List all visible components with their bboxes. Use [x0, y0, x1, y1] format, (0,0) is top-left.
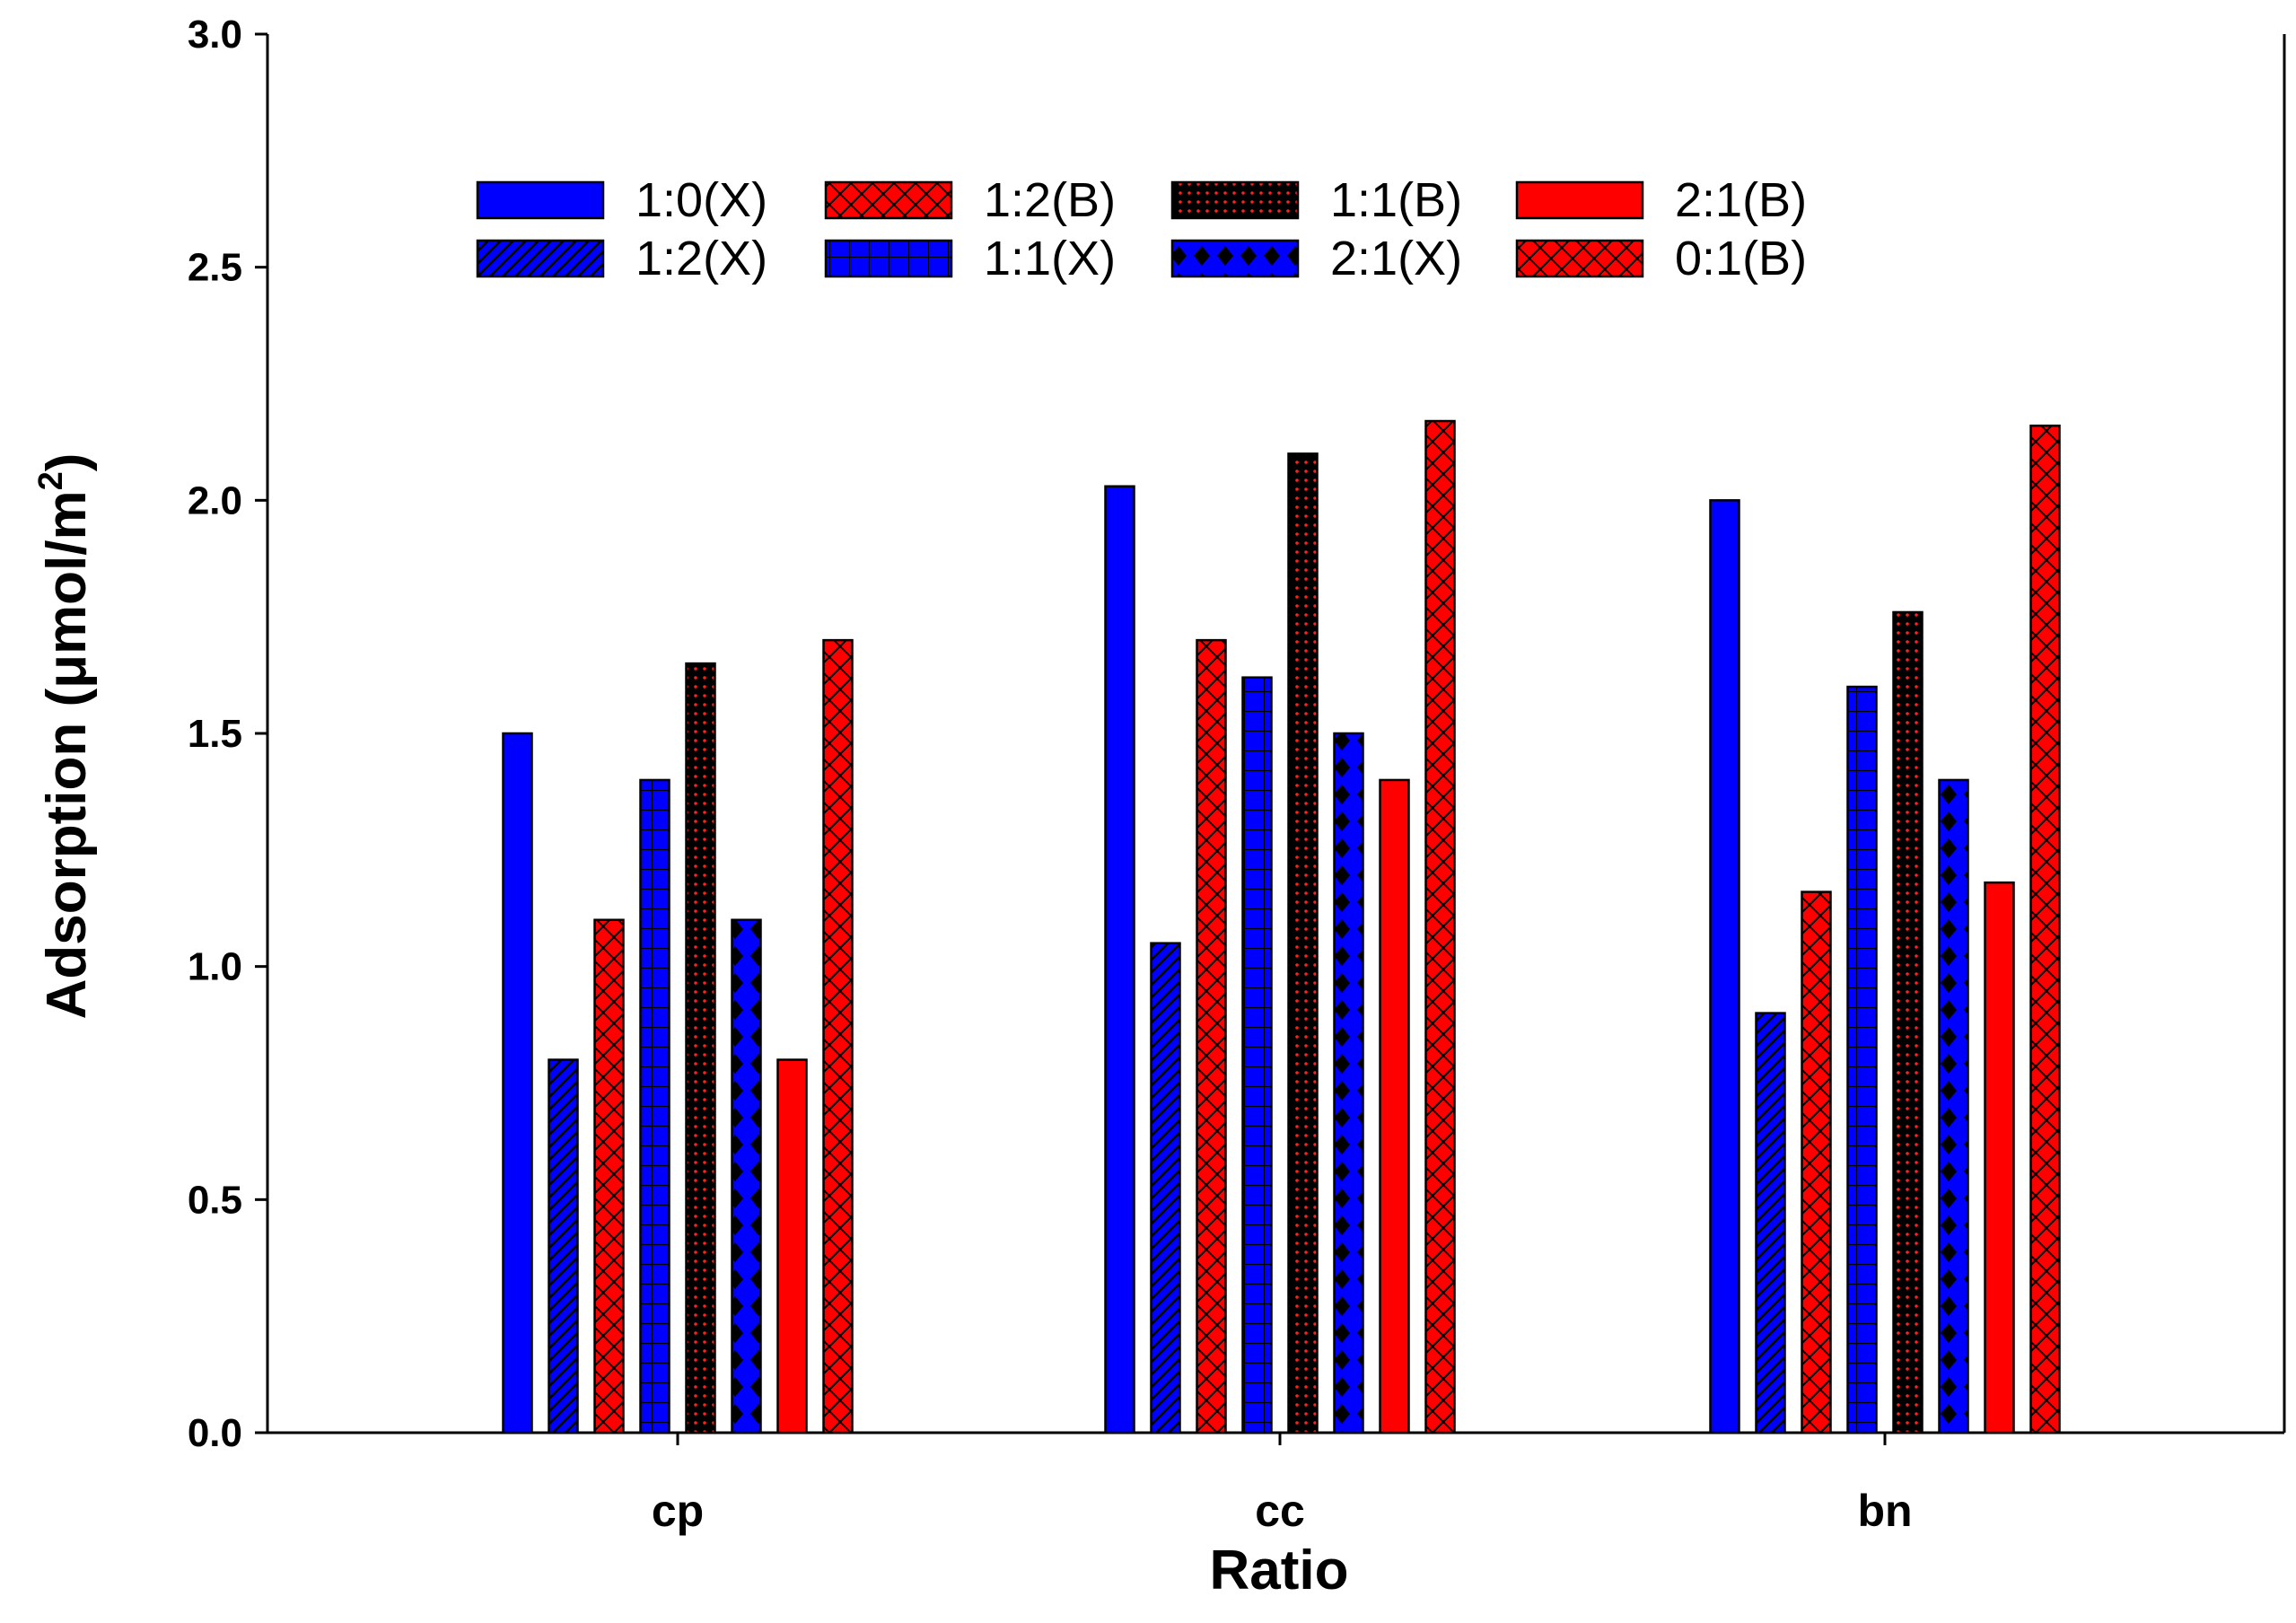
- y-axis-title-close: ): [36, 453, 98, 472]
- y-tick-label: 3.0: [188, 13, 242, 57]
- x-axis-ticks: cp cc bn: [652, 1433, 1913, 1536]
- bar-cp-1:0(X): [502, 732, 533, 1434]
- bar-cp-1:2(X): [548, 1058, 579, 1434]
- bar-bn-1:2(B): [1801, 890, 1832, 1434]
- legend-label: 1:2(B): [984, 173, 1116, 227]
- bar-bn-1:2(X): [1755, 1012, 1786, 1434]
- legend: 1:0(X) 1:2(B) 1:1(B) 2:1(B) 1:2(X) 1:1(X) 2:1(…: [476, 173, 1807, 285]
- bar-bn-1:0(X): [1709, 499, 1740, 1434]
- y-axis-ticks: 0.0 0.5 1.0 1.5 2.0 2.5 3.0: [188, 13, 267, 1455]
- bar-bn-0:1(B): [2029, 424, 2061, 1434]
- legend-swatch-1:0(X): [476, 180, 605, 220]
- bar-cp-2:1(B): [776, 1058, 808, 1434]
- bar-cc-2:1(X): [1333, 732, 1364, 1434]
- legend-label: 1:2(X): [635, 232, 767, 285]
- bar-cp-1:2(B): [593, 918, 625, 1434]
- bar-cc-0:1(B): [1424, 419, 1456, 1434]
- bar-cp-1:1(X): [639, 778, 670, 1434]
- bar-bn-2:1(B): [1984, 881, 2015, 1434]
- legend-swatch-0:1(B): [1515, 239, 1644, 278]
- x-tick-label-bn: bn: [1857, 1486, 1912, 1536]
- bar-cc-1:1(B): [1287, 452, 1319, 1434]
- x-axis-title: Ratio: [1210, 1540, 1349, 1601]
- y-axis-title: Adsorption (μmol/m2): [32, 453, 98, 1020]
- bar-bn-1:1(X): [1846, 685, 1878, 1434]
- legend-label: 2:1(B): [1675, 173, 1807, 227]
- bar-bn-1:1(B): [1892, 610, 1924, 1434]
- bar-cc-2:1(B): [1379, 778, 1410, 1434]
- y-tick-label: 2.5: [188, 246, 242, 290]
- y-axis-title-superscript: 2: [32, 471, 70, 490]
- legend-swatch-1:1(X): [824, 239, 953, 278]
- legend-swatch-2:1(B): [1515, 180, 1644, 220]
- legend-label: 1:1(B): [1330, 173, 1462, 227]
- y-tick-label: 0.0: [188, 1411, 242, 1455]
- bar-cp-1:1(B): [685, 662, 716, 1434]
- legend-swatch-2:1(X): [1170, 239, 1300, 278]
- y-tick-label: 1.0: [188, 945, 242, 989]
- legend-label: 2:1(X): [1330, 232, 1462, 285]
- legend-swatch-1:2(X): [476, 239, 605, 278]
- legend-swatch-1:1(B): [1170, 180, 1300, 220]
- y-tick-label: 2.0: [188, 478, 242, 522]
- legend-label: 0:1(B): [1675, 232, 1807, 285]
- y-tick-label: 0.5: [188, 1178, 242, 1222]
- bar-cc-1:2(X): [1150, 942, 1181, 1434]
- y-tick-label: 1.5: [188, 712, 242, 756]
- bar-cp-0:1(B): [822, 638, 854, 1434]
- legend-swatch-1:2(B): [824, 180, 953, 220]
- bar-cc-1:2(B): [1196, 638, 1227, 1434]
- legend-label: 1:0(X): [635, 173, 767, 227]
- y-axis-title-main: Adsorption (μmol/m: [36, 490, 98, 1019]
- bars-group: [502, 419, 2061, 1434]
- x-tick-label-cc: cc: [1255, 1486, 1305, 1536]
- x-tick-label-cp: cp: [652, 1486, 704, 1536]
- bar-cp-2:1(X): [731, 918, 762, 1434]
- bar-bn-2:1(X): [1938, 778, 1969, 1434]
- legend-label: 1:1(X): [984, 232, 1116, 285]
- bar-cc-1:0(X): [1104, 485, 1135, 1434]
- bar-cc-1:1(X): [1241, 676, 1273, 1434]
